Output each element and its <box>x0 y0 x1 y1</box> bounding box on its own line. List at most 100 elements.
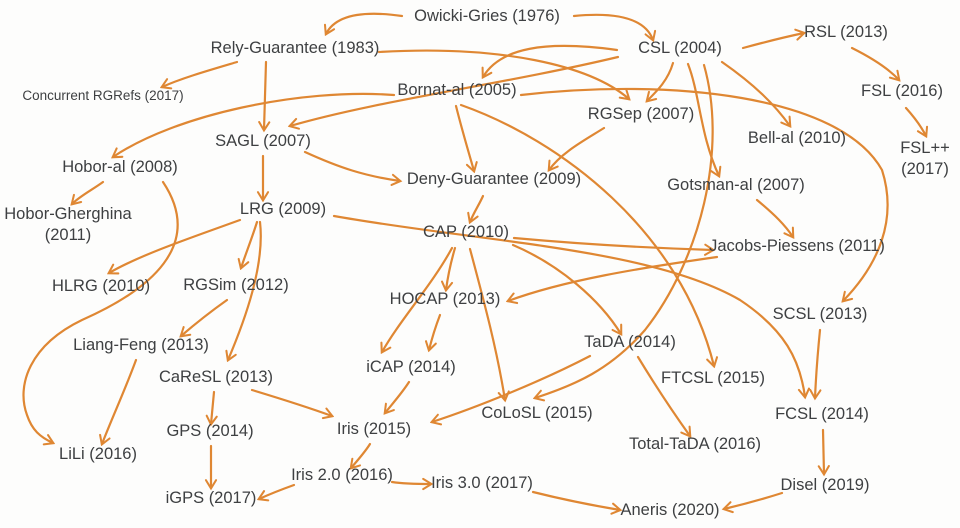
edge-disel-to-aneris <box>724 491 784 509</box>
node-ftcsl-label: FTCSL (2015) <box>661 369 765 387</box>
edge-fcsl-to-disel <box>823 428 824 474</box>
node-icap-label: iCAP (2014) <box>366 358 456 376</box>
edge-csl-to-colosl <box>535 63 714 398</box>
edge-hobor-to-lili <box>22 180 179 443</box>
edge-rely-to-sagl <box>264 60 266 130</box>
node-iris3-label: Iris 3.0 (2017) <box>431 474 533 492</box>
node-cap: CAP (2010) <box>423 223 509 241</box>
node-hoborgh-label2: (2011) <box>45 226 91 244</box>
node-jacobs: Jacobs-Piessens (2011) <box>709 237 885 255</box>
node-fslpp-label: FSL++ <box>900 139 950 157</box>
edge-lrg-to-fcsl <box>332 214 805 397</box>
node-bell-label: Bell-al (2010) <box>748 129 846 147</box>
edge-csl-to-bornat <box>483 44 619 77</box>
node-liangfeng-label: Liang-Feng (2013) <box>73 336 209 354</box>
edge-jacobs-to-hocap <box>508 255 719 301</box>
node-hoborgh: Hobor-Gherghina (2011) <box>4 205 132 244</box>
node-fslpp: FSL++ (2017) <box>900 139 950 178</box>
node-scsl-label: SCSL (2013) <box>773 305 868 323</box>
node-sagl-label: SAGL (2007) <box>215 132 311 150</box>
edge-gotsman-to-jacobs <box>755 198 793 237</box>
edge-lrg-to-caresl <box>228 220 262 360</box>
node-icap: iCAP (2014) <box>366 358 456 376</box>
node-rgsep: RGSep (2007) <box>588 105 694 123</box>
node-tada: TaDA (2014) <box>584 333 676 351</box>
node-fsl-label: FSL (2016) <box>861 82 943 100</box>
node-concrgrefs: Concurrent RGRefs (2017) <box>22 88 183 103</box>
edge-caresl-to-gps <box>211 390 214 424</box>
node-csl: CSL (2004) <box>638 39 722 57</box>
edge-iris3-to-aneris <box>531 490 620 510</box>
node-denyg: Deny-Guarantee (2009) <box>407 170 581 188</box>
node-hobor-label: Hobor-al (2008) <box>62 158 178 176</box>
node-hlrg: HLRG (2010) <box>52 277 150 295</box>
edge-rely-to-rgsep <box>377 49 629 99</box>
node-concrgrefs-label: Concurrent RGRefs (2017) <box>22 88 183 103</box>
edge-hocap-to-icap <box>429 313 442 350</box>
edge-csl-to-rsl <box>741 33 804 50</box>
node-gotsman: Gotsman-al (2007) <box>667 176 805 194</box>
node-hobor: Hobor-al (2008) <box>62 158 178 176</box>
node-fslpp-label2: (2017) <box>901 160 949 178</box>
node-lili: LiLi (2016) <box>59 445 137 463</box>
edge-cap-to-colosl <box>468 247 505 400</box>
edge-scsl-to-fcsl <box>815 328 820 398</box>
edge-cap-to-tada <box>511 243 621 334</box>
edge-bornat-to-scsl <box>519 87 889 301</box>
edge-rgsep-to-denyg <box>549 126 606 170</box>
node-gps: GPS (2014) <box>166 422 253 440</box>
node-fcsl-label: FCSL (2014) <box>775 405 869 423</box>
edge-fsl-to-fslpp <box>904 106 926 136</box>
node-bornat: Bornat-al (2005) <box>397 81 516 99</box>
edge-lrg-to-hlrg <box>109 218 242 273</box>
node-caresl-label: CaReSL (2013) <box>159 368 273 386</box>
node-bornat-label: Bornat-al (2005) <box>397 81 516 99</box>
node-rsl-label: RSL (2013) <box>804 23 888 41</box>
edge-rsl-to-fsl <box>850 46 899 80</box>
node-rgsim: RGSim (2012) <box>183 276 288 294</box>
node-rgsep-label: RGSep (2007) <box>588 105 694 123</box>
edge-denyg-to-cap <box>470 194 485 222</box>
node-ftcsl: FTCSL (2015) <box>661 369 765 387</box>
node-rely: Rely-Guarantee (1983) <box>211 39 380 57</box>
node-lili-label: LiLi (2016) <box>59 445 137 463</box>
edge-lrg-to-rgsim <box>241 220 259 268</box>
edge-owicki-to-csl <box>572 13 653 40</box>
node-liangfeng: Liang-Feng (2013) <box>73 336 209 354</box>
nodes-layer: Owicki-Gries (1976) Rely-Guarantee (1983)… <box>4 7 950 519</box>
node-tada-label: TaDA (2014) <box>584 333 676 351</box>
node-lrg: LRG (2009) <box>240 200 326 218</box>
edge-icap-to-iris <box>385 380 411 413</box>
node-aneris-label: Aneris (2020) <box>620 501 719 519</box>
edge-rgsim-to-liangfeng <box>181 298 229 336</box>
edge-bornat-to-ftcsl <box>459 103 714 366</box>
node-totaltada: Total-TaDA (2016) <box>629 435 761 453</box>
edge-liangfeng-to-lili <box>102 358 138 444</box>
edge-caresl-to-iris <box>250 388 332 416</box>
node-hocap: HOCAP (2013) <box>390 290 501 308</box>
node-rely-label: Rely-Guarantee (1983) <box>211 39 380 57</box>
node-sagl: SAGL (2007) <box>215 132 311 150</box>
node-hoborgh-label: Hobor-Gherghina <box>4 205 132 223</box>
edge-rely-to-concrgrefs <box>162 60 239 87</box>
node-totaltada-label: Total-TaDA (2016) <box>629 435 761 453</box>
node-iris2-label: Iris 2.0 (2016) <box>291 466 393 484</box>
node-denyg-label: Deny-Guarantee (2009) <box>407 170 581 188</box>
edge-iris2-to-iris3 <box>390 482 431 484</box>
node-rsl: RSL (2013) <box>804 23 888 41</box>
node-disel: Disel (2019) <box>781 476 870 494</box>
node-hlrg-label: HLRG (2010) <box>52 277 150 295</box>
edge-tada-to-totaltada <box>636 355 690 436</box>
node-iris2: Iris 2.0 (2016) <box>291 466 393 484</box>
node-hocap-label: HOCAP (2013) <box>390 290 501 308</box>
node-scsl: SCSL (2013) <box>773 305 868 323</box>
node-fsl: FSL (2016) <box>861 82 943 100</box>
edge-hobor-to-hoborgh <box>72 180 105 204</box>
node-cap-label: CAP (2010) <box>423 223 509 241</box>
node-bell: Bell-al (2010) <box>748 129 846 147</box>
edges-layer <box>22 12 926 510</box>
edge-cap-to-hocap <box>446 246 457 290</box>
node-caresl: CaReSL (2013) <box>159 368 273 386</box>
